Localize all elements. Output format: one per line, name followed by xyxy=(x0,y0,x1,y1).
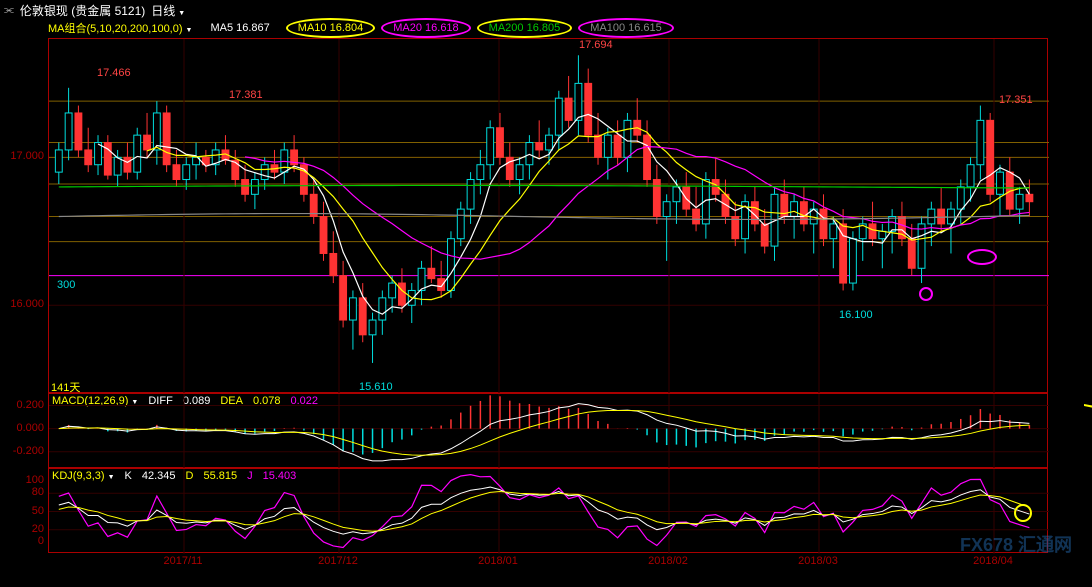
y-tick-label: 0.200 xyxy=(16,399,44,411)
y-tick-label: -0.200 xyxy=(13,445,44,457)
y-tick-label: 80 xyxy=(32,486,44,498)
ma-legend-item: MA5 16.867 xyxy=(200,20,279,36)
timeframe-selector[interactable]: 日线 xyxy=(151,2,185,19)
price-annotation: 17.351 xyxy=(999,94,1033,106)
y-tick-label: 100 xyxy=(26,474,44,486)
x-tick-label: 2018/03 xyxy=(798,555,838,567)
symbol-name: 伦敦银现 (贵金属 5121) xyxy=(20,2,145,19)
y-tick-label: 16.000 xyxy=(10,298,44,310)
kdj-y-axis: 10080 50 200 xyxy=(0,468,48,553)
main-price-chart[interactable]: 17.46617.38117.69417.351300141天15.61016.… xyxy=(48,38,1048,393)
y-tick-label: 17.000 xyxy=(10,150,44,162)
x-tick-label: 2017/12 xyxy=(318,555,358,567)
ma-group-label[interactable]: MA组合(5,10,20,200,100,0) xyxy=(48,20,192,36)
macd-panel[interactable] xyxy=(48,393,1048,468)
ma-legend-item: MA10 16.804 xyxy=(286,18,375,38)
y-tick-label: 0.000 xyxy=(16,422,44,434)
price-annotation: 17.466 xyxy=(97,67,131,79)
watermark: FX678 汇通网 xyxy=(960,531,1072,557)
y-tick-label: 0 xyxy=(38,535,44,547)
price-y-axis: 17.000 16.000 xyxy=(0,38,48,393)
y-tick-label: 20 xyxy=(32,523,44,535)
ma-legend-item: MA20 16.618 xyxy=(381,18,470,38)
price-annotation: 16.100 xyxy=(839,309,873,321)
ma-legend-item: MA200 16.805 xyxy=(477,18,573,38)
chart-header: ⫘ 伦敦银现 (贵金属 5121) 日线 xyxy=(4,2,185,19)
price-annotation: 300 xyxy=(57,279,75,291)
macd-y-axis: 0.200 0.000 -0.200 xyxy=(0,393,48,468)
x-tick-label: 2017/11 xyxy=(164,555,203,567)
price-annotation: 17.694 xyxy=(579,39,613,51)
kdj-panel[interactable] xyxy=(48,468,1048,553)
x-tick-label: 2018/01 xyxy=(478,555,518,567)
x-tick-label: 2018/02 xyxy=(648,555,688,567)
ma-legend: MA组合(5,10,20,200,100,0) MA5 16.867 MA10 1… xyxy=(48,20,680,36)
price-annotation: 15.610 xyxy=(359,381,393,393)
price-annotation: 17.381 xyxy=(229,89,263,101)
x-axis: 2017/112017/122018/012018/022018/032018/… xyxy=(48,555,1048,575)
link-icon: ⫘ xyxy=(4,4,14,17)
y-tick-label: 50 xyxy=(32,505,44,517)
ma-legend-item: MA100 16.615 xyxy=(578,18,674,38)
